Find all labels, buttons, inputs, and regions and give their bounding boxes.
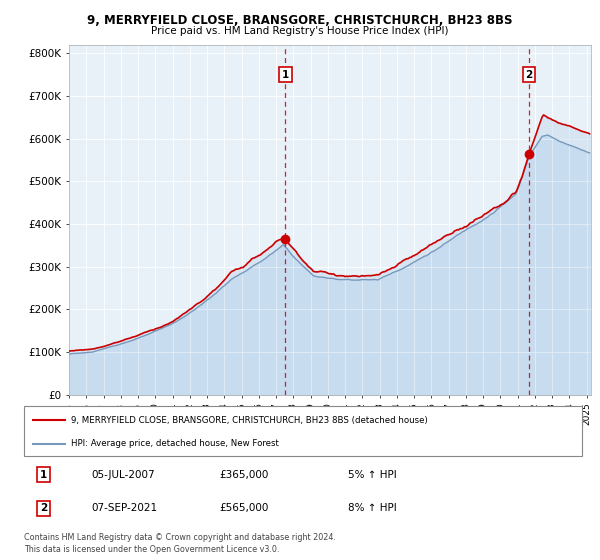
Text: 5% ↑ HPI: 5% ↑ HPI xyxy=(347,470,397,479)
Text: 1: 1 xyxy=(282,69,289,80)
Text: Price paid vs. HM Land Registry's House Price Index (HPI): Price paid vs. HM Land Registry's House … xyxy=(151,26,449,36)
Text: 2: 2 xyxy=(526,69,533,80)
FancyBboxPatch shape xyxy=(24,406,582,456)
Text: 8% ↑ HPI: 8% ↑ HPI xyxy=(347,503,397,513)
Text: £565,000: £565,000 xyxy=(220,503,269,513)
Text: 05-JUL-2007: 05-JUL-2007 xyxy=(91,470,155,479)
Text: 9, MERRYFIELD CLOSE, BRANSGORE, CHRISTCHURCH, BH23 8BS (detached house): 9, MERRYFIELD CLOSE, BRANSGORE, CHRISTCH… xyxy=(71,416,428,424)
Text: Contains HM Land Registry data © Crown copyright and database right 2024.
This d: Contains HM Land Registry data © Crown c… xyxy=(24,533,336,554)
Text: 9, MERRYFIELD CLOSE, BRANSGORE, CHRISTCHURCH, BH23 8BS: 9, MERRYFIELD CLOSE, BRANSGORE, CHRISTCH… xyxy=(87,14,513,27)
Text: 07-SEP-2021: 07-SEP-2021 xyxy=(91,503,157,513)
Text: £365,000: £365,000 xyxy=(220,470,269,479)
Text: HPI: Average price, detached house, New Forest: HPI: Average price, detached house, New … xyxy=(71,439,280,449)
Text: 1: 1 xyxy=(40,470,47,479)
Text: 2: 2 xyxy=(40,503,47,513)
